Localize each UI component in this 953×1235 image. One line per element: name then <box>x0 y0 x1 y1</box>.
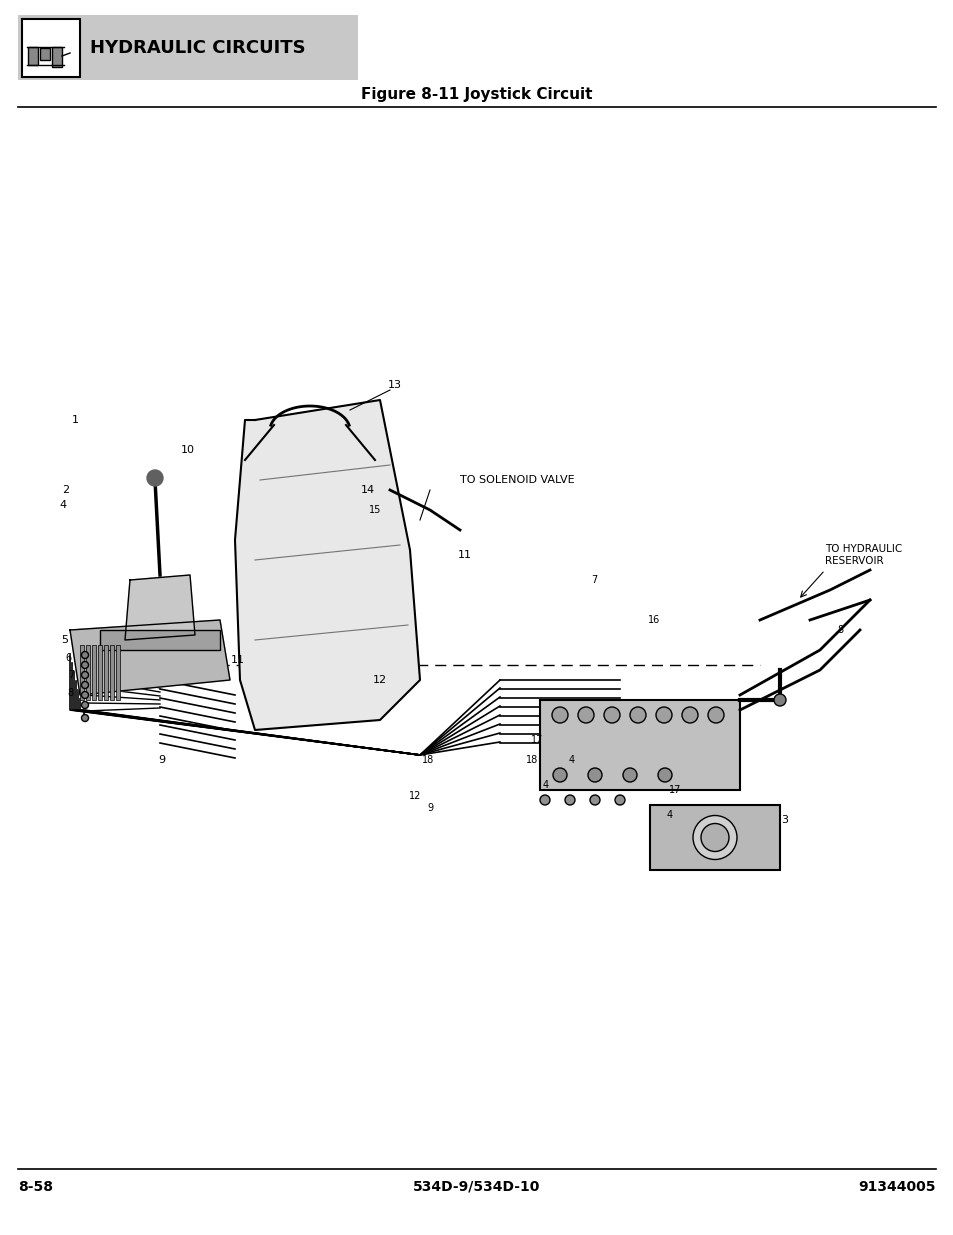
Circle shape <box>81 701 89 709</box>
Text: 12: 12 <box>373 676 387 685</box>
Polygon shape <box>125 576 194 640</box>
Text: 11: 11 <box>457 550 472 559</box>
Circle shape <box>629 706 645 722</box>
Text: 2: 2 <box>62 485 70 495</box>
Bar <box>649 805 780 869</box>
Text: TO HYDRAULIC
RESERVOIR: TO HYDRAULIC RESERVOIR <box>824 545 902 566</box>
Bar <box>539 700 740 790</box>
Text: 4: 4 <box>59 500 67 510</box>
Bar <box>116 645 120 700</box>
Circle shape <box>681 706 698 722</box>
Circle shape <box>587 768 601 782</box>
Text: 9: 9 <box>427 803 433 813</box>
Text: 7: 7 <box>590 576 597 585</box>
Circle shape <box>81 692 89 699</box>
Bar <box>98 645 102 700</box>
Text: 3: 3 <box>781 815 788 825</box>
Text: 534D-9/534D-10: 534D-9/534D-10 <box>413 1179 540 1194</box>
Circle shape <box>692 815 737 860</box>
Text: 12: 12 <box>409 790 420 802</box>
Circle shape <box>700 824 728 851</box>
Circle shape <box>603 706 619 722</box>
Bar <box>91 645 96 700</box>
Text: 16: 16 <box>647 615 659 625</box>
Circle shape <box>622 768 637 782</box>
Circle shape <box>773 694 785 706</box>
Bar <box>28 47 38 65</box>
Circle shape <box>81 682 89 688</box>
Bar <box>40 48 50 61</box>
Text: TO SOLENOID VALVE: TO SOLENOID VALVE <box>459 475 574 485</box>
Bar <box>52 47 62 67</box>
Bar <box>80 645 84 700</box>
Text: 17: 17 <box>668 785 680 795</box>
Circle shape <box>552 706 567 722</box>
Circle shape <box>564 795 575 805</box>
Circle shape <box>81 652 89 658</box>
Text: 4: 4 <box>666 810 673 820</box>
Circle shape <box>589 795 599 805</box>
Text: 91344005: 91344005 <box>858 1179 935 1194</box>
Text: 18: 18 <box>525 755 537 764</box>
Text: 5: 5 <box>61 635 69 645</box>
Text: 15: 15 <box>369 505 381 515</box>
Text: 4: 4 <box>568 755 575 764</box>
Circle shape <box>578 706 594 722</box>
Text: 18: 18 <box>421 755 434 764</box>
Circle shape <box>656 706 671 722</box>
Circle shape <box>81 672 89 678</box>
Text: 13: 13 <box>388 380 401 390</box>
Text: HYDRAULIC CIRCUITS: HYDRAULIC CIRCUITS <box>90 40 305 57</box>
Circle shape <box>81 715 89 721</box>
Text: 4: 4 <box>542 781 549 790</box>
Polygon shape <box>234 400 419 730</box>
Circle shape <box>81 662 89 668</box>
Circle shape <box>539 795 550 805</box>
Circle shape <box>658 768 671 782</box>
Circle shape <box>707 706 723 722</box>
Text: 8: 8 <box>67 688 73 698</box>
FancyBboxPatch shape <box>18 15 357 80</box>
Text: 14: 14 <box>360 485 375 495</box>
Circle shape <box>615 795 624 805</box>
Text: 8-58: 8-58 <box>18 1179 53 1194</box>
Polygon shape <box>70 620 230 695</box>
Text: 11: 11 <box>231 655 245 664</box>
Bar <box>110 645 113 700</box>
Text: 8: 8 <box>836 625 842 635</box>
Text: 9: 9 <box>158 755 166 764</box>
Text: 6: 6 <box>65 653 71 663</box>
Circle shape <box>147 471 163 487</box>
Text: 17: 17 <box>530 735 542 745</box>
Text: 10: 10 <box>181 445 194 454</box>
Text: 7: 7 <box>68 671 74 680</box>
FancyBboxPatch shape <box>22 19 80 77</box>
Bar <box>104 645 108 700</box>
Text: 1: 1 <box>71 415 78 425</box>
Circle shape <box>553 768 566 782</box>
Bar <box>100 630 220 650</box>
Bar <box>86 645 90 700</box>
Text: Figure 8-11 Joystick Circuit: Figure 8-11 Joystick Circuit <box>361 88 592 103</box>
